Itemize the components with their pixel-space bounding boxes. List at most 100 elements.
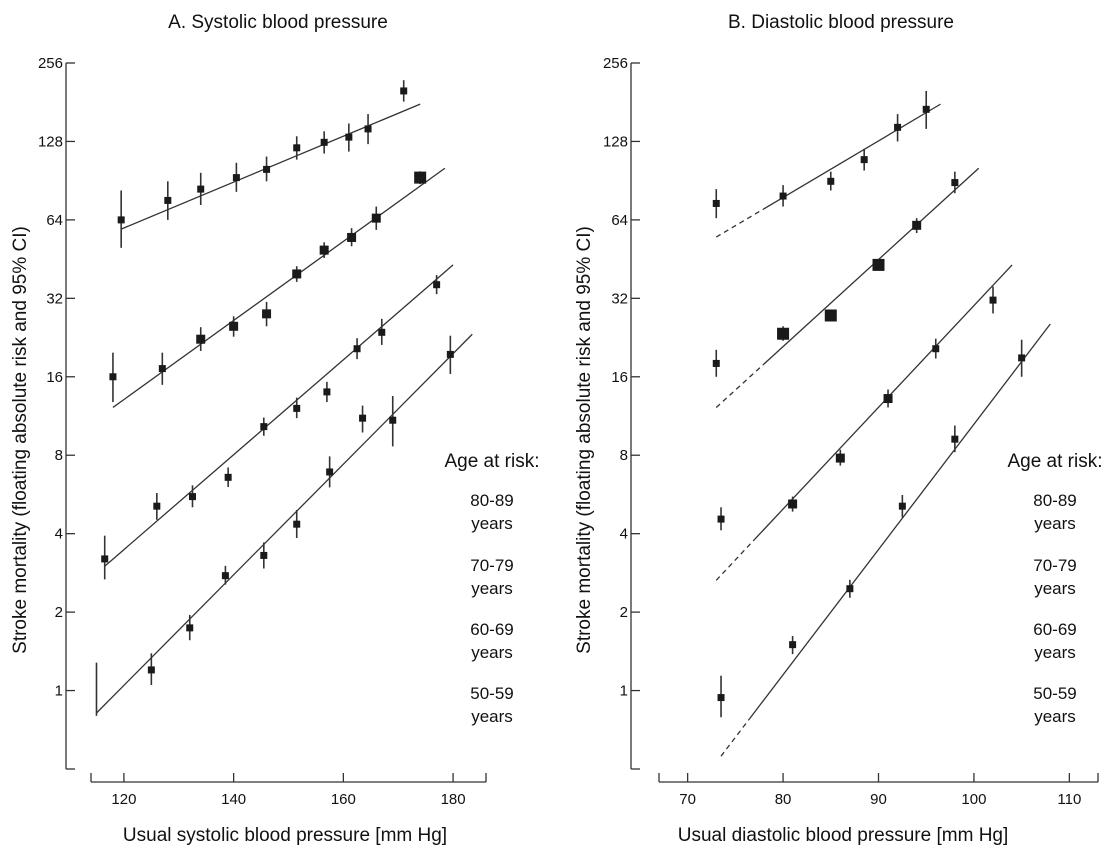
data-point-marker xyxy=(345,133,353,141)
panel-b-y-tick-label: 8 xyxy=(620,447,628,464)
data-point-marker xyxy=(260,423,268,431)
fit-line xyxy=(749,323,1051,719)
panel-a-y-tick-label: 2 xyxy=(55,604,63,621)
panel-a-y-tick-label: 128 xyxy=(38,133,63,150)
data-point-marker xyxy=(263,165,271,173)
data-point-marker xyxy=(378,328,386,336)
panel-b-legend-80-89-range: 80-89 xyxy=(1033,491,1076,510)
panel-b-series-80-89-years xyxy=(712,90,941,238)
panel-b-y-tick-label: 64 xyxy=(611,212,628,229)
data-point-marker xyxy=(989,296,997,304)
fit-line xyxy=(104,264,454,567)
panel-b-legend-title: Age at risk: xyxy=(1007,451,1102,472)
data-point-marker xyxy=(898,502,906,510)
panel-b-y-tick-label: 2 xyxy=(620,604,628,621)
panel-a-legend-60-69-unit: years xyxy=(471,643,513,662)
data-point-marker xyxy=(186,624,194,632)
panel-a-legend-50-59-range: 50-59 xyxy=(470,684,513,703)
data-point-marker xyxy=(153,502,161,510)
data-point-marker xyxy=(221,572,229,580)
fit-line-dashed xyxy=(720,718,751,757)
panel-a-legend-80-89-unit: years xyxy=(471,514,513,533)
data-point-marker xyxy=(389,416,397,424)
data-point-marker xyxy=(109,373,117,381)
panel-a-legend-50-59-unit: years xyxy=(471,707,513,726)
panel-a-y-tick-label: 16 xyxy=(46,369,63,386)
panel-a-series-60-69-years xyxy=(101,264,454,580)
panel-b-legend-50-59-range: 50-59 xyxy=(1033,684,1076,703)
data-point-marker xyxy=(347,232,357,242)
data-point-marker xyxy=(364,125,372,133)
panel-b-x-tick-label: 110 xyxy=(1057,791,1081,808)
data-point-marker xyxy=(359,414,367,422)
panel-b-legend-80-89-unit: years xyxy=(1034,514,1076,533)
data-point-marker xyxy=(101,555,109,563)
fit-line xyxy=(96,333,473,714)
data-point-marker xyxy=(824,309,837,322)
panel-a-x-tick-label: 180 xyxy=(441,791,466,808)
data-point-marker xyxy=(846,585,854,593)
data-point-marker xyxy=(1018,354,1026,362)
panel-b-x-axis-label: Usual diastolic blood pressure [mm Hg] xyxy=(678,825,1009,846)
data-point-marker xyxy=(717,694,725,702)
data-point-marker xyxy=(835,453,845,463)
panel-b-legend-60-69-unit: years xyxy=(1034,643,1076,662)
data-point-marker xyxy=(262,309,272,319)
panel-a-series-70-79-years xyxy=(109,167,446,408)
fit-line xyxy=(753,264,1013,541)
panel-a-legend-60-69-range: 60-69 xyxy=(470,620,513,639)
data-point-marker xyxy=(951,435,959,443)
panel-a-series-50-59-years xyxy=(95,333,473,716)
data-point-marker xyxy=(446,350,454,358)
data-point-marker xyxy=(196,334,206,344)
panel-b-y-tick-label: 128 xyxy=(603,133,628,150)
panel-a-y-axis-label: Stroke mortality (floating absolute risk… xyxy=(10,226,31,654)
panel-b-y-tick-label: 256 xyxy=(603,55,628,72)
data-point-marker xyxy=(232,174,240,182)
data-point-marker xyxy=(777,327,790,340)
panel-systolic: A. Systolic blood pressure Stroke mortal… xyxy=(10,12,540,846)
panel-b-x-tick-label: 80 xyxy=(775,791,792,808)
fit-line-dashed xyxy=(715,208,765,238)
panel-a-y-tick-label: 256 xyxy=(38,55,63,72)
panel-b-age-legend: Age at risk: 80-89 years 70-79 years 60-… xyxy=(1007,451,1102,726)
data-point-marker xyxy=(932,345,940,353)
data-point-marker xyxy=(912,220,922,230)
data-point-marker xyxy=(717,515,725,523)
panel-b-series-60-69-years xyxy=(715,264,1013,581)
data-point-marker xyxy=(229,321,239,331)
data-point-marker xyxy=(371,213,381,223)
data-point-marker xyxy=(712,199,720,207)
fit-line xyxy=(112,167,446,408)
fit-line-dashed xyxy=(715,539,755,581)
panel-a-y-tick-label: 1 xyxy=(55,683,63,700)
data-point-marker xyxy=(894,123,902,131)
data-point-marker xyxy=(872,258,885,271)
panel-a-x-tick-label: 140 xyxy=(221,791,246,808)
data-point-marker xyxy=(860,156,868,164)
data-point-marker xyxy=(922,105,930,113)
panel-a-x-tick-label: 160 xyxy=(331,791,356,808)
panel-a-legend-70-79-unit: years xyxy=(471,579,513,598)
panel-a-legend-title: Age at risk: xyxy=(444,451,539,472)
data-point-marker xyxy=(789,641,797,649)
data-point-marker xyxy=(319,245,329,255)
data-point-marker xyxy=(293,404,301,412)
panel-a-x-tick-label: 120 xyxy=(111,791,136,808)
panel-a-x-axis-label: Usual systolic blood pressure [mm Hg] xyxy=(123,825,447,846)
data-point-marker xyxy=(293,144,301,152)
data-point-marker xyxy=(400,87,408,95)
panel-a-title: A. Systolic blood pressure xyxy=(168,12,388,33)
data-point-marker xyxy=(293,520,301,528)
panel-a-series-80-89-years xyxy=(117,80,421,248)
panel-a-age-legend: Age at risk: 80-89 years 70-79 years 60-… xyxy=(444,451,539,726)
data-point-marker xyxy=(712,359,720,367)
fit-line xyxy=(120,103,421,230)
panel-a-y-tick-label: 64 xyxy=(46,212,63,229)
data-point-marker xyxy=(353,345,361,353)
data-point-marker xyxy=(827,177,835,185)
panel-a-legend-80-89-range: 80-89 xyxy=(470,491,513,510)
data-point-marker xyxy=(326,468,334,476)
data-point-marker xyxy=(779,192,787,200)
panel-b-y-tick-label: 4 xyxy=(620,526,628,543)
